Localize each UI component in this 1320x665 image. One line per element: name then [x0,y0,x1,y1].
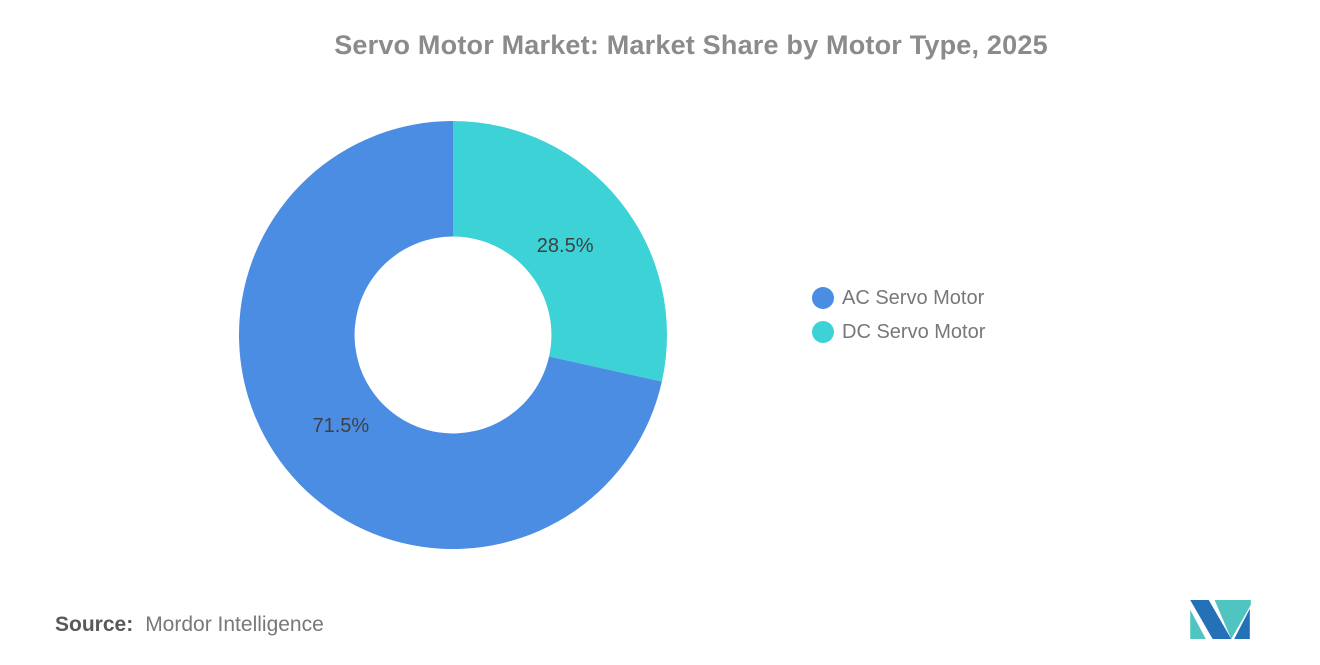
source-label: Source: [55,613,134,636]
mordor-intelligence-logo-icon [1190,599,1251,640]
donut-segment-value-label: 71.5% [312,415,369,437]
donut-segment-dc-servo-motor[interactable] [453,121,667,382]
source-name: Mordor Intelligence [145,613,324,636]
legend-label-ac: AC Servo Motor [842,286,985,309]
legend-item-dc-servo-motor[interactable]: DC Servo Motor [812,315,985,349]
legend-swatch-ac-icon [812,287,834,309]
logo-teal-band [1214,599,1251,640]
source-line: Source: Mordor Intelligence [55,613,324,637]
logo-teal-triangle [1190,609,1206,640]
donut-segment-ac-servo-motor[interactable] [238,121,662,549]
donut-chart: 28.5% 71.5% [238,121,667,549]
logo-blue-band [1190,599,1232,640]
legend-swatch-dc-icon [812,321,834,343]
legend-item-ac-servo-motor[interactable]: AC Servo Motor [812,281,985,315]
chart-title: Servo Motor Market: Market Share by Moto… [334,30,1048,60]
chart-legend: AC Servo Motor DC Servo Motor [812,281,985,349]
legend-label-dc: DC Servo Motor [842,320,986,343]
donut-segment-value-label: 28.5% [537,235,594,257]
